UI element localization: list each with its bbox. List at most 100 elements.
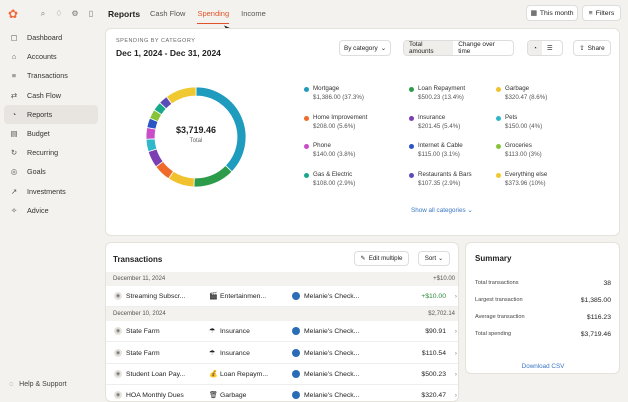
group-by-select[interactable]: By category ⌄ bbox=[339, 40, 391, 56]
chevron-right-icon[interactable]: › bbox=[454, 293, 457, 300]
category-icon: ☂ bbox=[209, 328, 216, 336]
account-name[interactable]: Melanie's Check... bbox=[304, 328, 360, 336]
sidebar-item-investments[interactable]: ↗ Investments bbox=[4, 182, 98, 201]
sidebar-item-label: Budget bbox=[27, 129, 50, 139]
chevron-right-icon[interactable]: › bbox=[454, 349, 457, 357]
category-icon: 🎬 bbox=[209, 293, 218, 300]
table-row[interactable]: ◉ State Farm ☂ Insurance Melanie's Check... $… bbox=[106, 321, 458, 343]
donut-chart-icon[interactable]: ◔ bbox=[528, 41, 542, 55]
table-row[interactable]: ◉ Streaming Subscr... 🎬 Entertainmen... Mela… bbox=[106, 286, 458, 307]
account-name[interactable]: Melanie's Check... bbox=[304, 293, 360, 300]
notification-icon[interactable]: ♢ bbox=[55, 9, 63, 18]
sidebar-nav: ▢ Dashboard ⌂ Accounts ≡ Transactions ⇄ Cash Fl… bbox=[4, 28, 98, 220]
sidebar-item-accounts[interactable]: ⌂ Accounts bbox=[4, 47, 98, 66]
legend-category: Internet & Cable bbox=[418, 142, 463, 149]
category-name[interactable]: Insurance bbox=[220, 349, 250, 357]
tab-cash-flow[interactable]: Cash Flow bbox=[150, 9, 186, 18]
merchant-name[interactable]: Student Loan Pay... bbox=[126, 370, 186, 378]
filter-icon: ≡ bbox=[588, 9, 593, 17]
transaction-amount: $320.47 bbox=[421, 392, 446, 400]
chevron-right-icon[interactable]: › bbox=[454, 370, 457, 378]
account-name[interactable]: Melanie's Check... bbox=[304, 392, 360, 400]
view-mode-toggle: Total amounts Change over time bbox=[403, 40, 514, 56]
date-range-label: This month bbox=[539, 9, 574, 17]
legend-category: Garbage bbox=[505, 85, 530, 92]
sidebar-item-label: Goals bbox=[27, 167, 46, 177]
legend-category: Phone bbox=[313, 142, 331, 149]
sidebar-item-recurring[interactable]: ↻ Recurring bbox=[4, 143, 98, 162]
filters-button[interactable]: ≡ Filters bbox=[582, 5, 621, 21]
summary-row: Largest transaction $1,385.00 bbox=[475, 297, 611, 304]
sidebar-toggle-icon[interactable]: ▯ bbox=[88, 9, 94, 18]
total-amounts-option[interactable]: Total amounts bbox=[404, 41, 454, 55]
group-date: December 11, 2024 bbox=[113, 276, 166, 282]
donut-slice-loan-repayment[interactable] bbox=[193, 164, 233, 188]
table-row[interactable]: ◉ State Farm ☂ Insurance Melanie's Check... $… bbox=[106, 343, 458, 364]
bank-icon: ⌂ bbox=[11, 52, 17, 62]
legend-category: Insurance bbox=[418, 113, 446, 121]
sort-button[interactable]: Sort ⌄ bbox=[418, 251, 450, 266]
account-name[interactable]: Melanie's Check... bbox=[304, 349, 360, 357]
table-row[interactable]: ◉ HOA Monthly Dues 🗑 Garbage Melanie's Check… bbox=[106, 385, 458, 401]
summary-value: $116.23 bbox=[586, 314, 611, 321]
category-name[interactable]: Insurance bbox=[220, 328, 250, 336]
donut-slice-everything-else[interactable] bbox=[165, 86, 197, 105]
app-logo[interactable]: ✿ bbox=[8, 7, 19, 21]
download-csv-link[interactable]: Download CSV bbox=[521, 363, 565, 370]
gear-icon[interactable]: ⚙ bbox=[71, 9, 79, 18]
category-name[interactable]: Garbage bbox=[220, 392, 247, 400]
legend-amount: $108.00 (2.9%) bbox=[313, 179, 356, 187]
legend-category: Pets bbox=[505, 113, 518, 121]
bar-chart-icon[interactable]: ☰ bbox=[546, 45, 553, 52]
goal-icon: ◎ bbox=[10, 167, 18, 177]
merchant-name[interactable]: State Farm bbox=[126, 328, 160, 336]
legend-swatch bbox=[304, 144, 309, 149]
legend-amount: $320.47 (8.6%) bbox=[505, 94, 548, 101]
merchant-name[interactable]: Streaming Subscr... bbox=[126, 293, 186, 300]
account-logo-icon bbox=[292, 348, 300, 357]
legend-swatch bbox=[496, 172, 501, 178]
group-date: December 10, 2024 bbox=[113, 311, 166, 318]
legend-category: Home Improvement bbox=[313, 113, 368, 121]
tab-spending[interactable]: Spending bbox=[197, 9, 230, 24]
share-button[interactable]: ⇪ Share bbox=[573, 40, 611, 56]
sidebar-item-reports[interactable]: ◔ Reports bbox=[4, 104, 98, 124]
donut-svg bbox=[145, 86, 247, 188]
sidebar-item-dashboard[interactable]: ▢ Dashboard bbox=[4, 28, 98, 47]
merchant-name[interactable]: State Farm bbox=[126, 349, 160, 357]
show-all-categories-link[interactable]: Show all categories ⌄ bbox=[411, 207, 473, 214]
merchant-name[interactable]: HOA Monthly Dues bbox=[126, 392, 184, 400]
group-total: +$10.00 bbox=[433, 276, 455, 282]
help-support-link[interactable]: ◌ Help & Support bbox=[9, 381, 67, 388]
donut-chart: $3,719.46 Total bbox=[140, 81, 252, 193]
account-logo-icon bbox=[292, 391, 300, 400]
table-row[interactable]: ◉ Student Loan Pay... 💰 Loan Repaym... Melan… bbox=[106, 364, 458, 385]
legend-swatch bbox=[496, 87, 501, 92]
group-total: $2,702.14 bbox=[428, 311, 455, 318]
sidebar-item-transactions[interactable]: ≡ Transactions bbox=[4, 66, 98, 85]
legend-amount: $373.96 (10%) bbox=[505, 179, 546, 187]
sidebar-item-goals[interactable]: ◎ Goals bbox=[4, 162, 98, 181]
date-group-header: December 10, 2024 $2,702.14 bbox=[106, 307, 458, 322]
tab-income[interactable]: Income bbox=[241, 9, 266, 18]
category-name[interactable]: Entertainmen... bbox=[220, 293, 267, 300]
sidebar-item-advice[interactable]: ✧ Advice bbox=[4, 201, 98, 220]
account-name[interactable]: Melanie's Check... bbox=[304, 370, 360, 378]
date-range-button[interactable]: ▦ This month bbox=[526, 5, 578, 21]
chart-icon: ◔ bbox=[11, 109, 17, 119]
category-icon: 💰 bbox=[209, 370, 218, 378]
category-name[interactable]: Loan Repaym... bbox=[220, 370, 268, 378]
sidebar-item-cash-flow[interactable]: ⇄ Cash Flow bbox=[4, 86, 98, 105]
show-all-label: Show all categories bbox=[411, 207, 466, 214]
chevron-right-icon[interactable]: › bbox=[454, 328, 457, 336]
edit-multiple-button[interactable]: ✎ Edit multiple bbox=[354, 251, 409, 266]
summary-row: Average transaction $116.23 bbox=[475, 314, 611, 321]
help-icon: ◌ bbox=[9, 381, 14, 388]
legend-swatch bbox=[409, 87, 414, 92]
change-over-time-option[interactable]: Change over time bbox=[458, 41, 495, 55]
search-icon[interactable]: ⌕ bbox=[40, 9, 46, 18]
chevron-right-icon[interactable]: › bbox=[454, 392, 457, 400]
sidebar-item-budget[interactable]: ▤ Budget bbox=[4, 124, 98, 143]
sidebar-item-label: Dashboard bbox=[27, 33, 63, 43]
summary-label: Total transactions bbox=[475, 280, 519, 286]
